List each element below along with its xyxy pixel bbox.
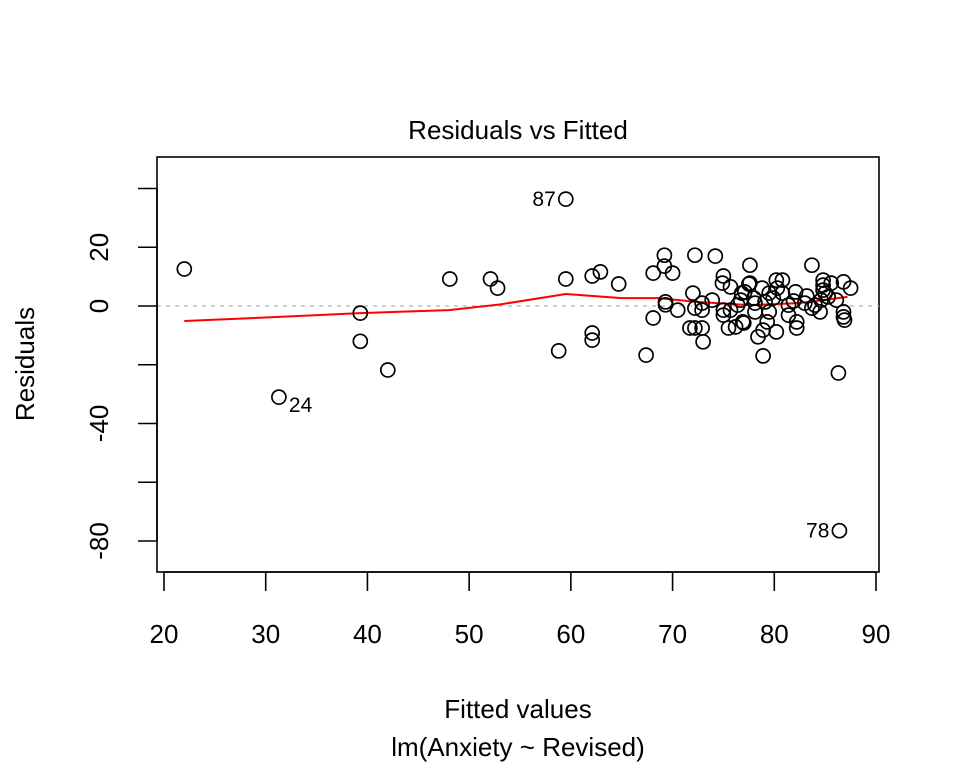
data-point <box>687 320 703 336</box>
data-point <box>638 347 654 363</box>
data-point <box>656 247 673 264</box>
data-point <box>788 314 805 330</box>
data-point <box>584 268 601 284</box>
data-point <box>787 284 804 300</box>
data-point <box>788 320 805 336</box>
x-tick-label: 90 <box>862 619 891 649</box>
data-point <box>842 280 859 296</box>
data-point <box>820 289 837 305</box>
point-label: 78 <box>806 520 829 543</box>
data-point <box>592 264 609 280</box>
data-point <box>489 280 506 296</box>
data-point <box>704 292 721 308</box>
data-point <box>352 333 369 350</box>
data-point <box>714 275 731 291</box>
x-axis-label: Fitted values <box>444 694 591 724</box>
data-point <box>584 332 601 348</box>
data-point <box>831 522 848 539</box>
data-point <box>379 362 396 378</box>
data-point <box>761 304 778 320</box>
data-point <box>482 271 499 287</box>
data-point <box>176 261 193 277</box>
x-tick-label: 40 <box>353 619 382 649</box>
data-point <box>694 295 710 311</box>
data-point <box>746 290 762 306</box>
data-point <box>685 285 701 301</box>
data-point <box>715 268 732 284</box>
data-point <box>669 302 686 318</box>
data-point <box>747 304 763 320</box>
data-point <box>664 265 681 281</box>
data-point <box>271 389 287 405</box>
data-point <box>694 302 710 318</box>
data-point <box>742 257 758 274</box>
data-point <box>759 314 776 330</box>
plot-frame <box>156 156 880 573</box>
chart-subtitle: lm(Anxiety ~ Revised) <box>391 732 645 762</box>
point-labels-layer: 87 24 78 <box>289 188 829 543</box>
data-point <box>765 290 782 306</box>
point-label: 87 <box>532 188 555 211</box>
data-point <box>835 304 852 320</box>
data-point <box>645 310 662 326</box>
y-tick-label: 0 <box>84 299 114 313</box>
data-point <box>557 191 574 207</box>
data-point <box>836 312 853 328</box>
x-axis: 20 30 40 50 60 70 80 90 <box>150 571 891 649</box>
data-point <box>550 343 567 359</box>
data-point <box>769 280 786 296</box>
data-point <box>584 325 601 341</box>
data-point <box>352 305 369 321</box>
points-layer <box>176 191 859 539</box>
data-point <box>720 320 737 336</box>
data-point <box>610 276 627 292</box>
y-axis-label: Residuals <box>10 307 40 421</box>
data-point <box>785 293 802 309</box>
data-point <box>807 297 823 313</box>
data-point <box>645 265 662 281</box>
data-point <box>828 292 845 308</box>
data-point <box>780 297 797 313</box>
x-tick-label: 60 <box>556 619 585 649</box>
y-tick-label: 20 <box>84 233 114 262</box>
data-point <box>557 271 574 287</box>
y-tick-label: -80 <box>84 522 114 560</box>
data-point <box>734 314 751 330</box>
data-point <box>715 302 732 318</box>
x-tick-label: 70 <box>658 619 687 649</box>
chart-title: Residuals vs Fitted <box>408 115 628 145</box>
data-point <box>682 320 698 336</box>
data-point <box>735 315 752 331</box>
data-point <box>729 297 746 313</box>
data-point <box>830 365 847 381</box>
data-point <box>755 348 771 364</box>
data-point <box>757 294 773 310</box>
data-point <box>695 333 711 350</box>
point-label: 24 <box>289 394 313 417</box>
data-point <box>804 257 820 274</box>
x-tick-label: 80 <box>760 619 789 649</box>
x-tick-label: 50 <box>455 619 484 649</box>
x-tick-label: 30 <box>251 619 280 649</box>
data-point <box>707 248 724 264</box>
y-axis: 20 0 -40 -80 <box>84 187 158 560</box>
data-point <box>750 328 766 345</box>
data-point <box>768 272 785 288</box>
y-tick-label: -40 <box>84 405 114 443</box>
data-point <box>774 272 791 288</box>
data-point <box>768 324 785 340</box>
data-point <box>687 247 703 264</box>
data-point <box>441 271 458 287</box>
data-point <box>798 288 815 304</box>
x-tick-label: 20 <box>150 619 179 649</box>
